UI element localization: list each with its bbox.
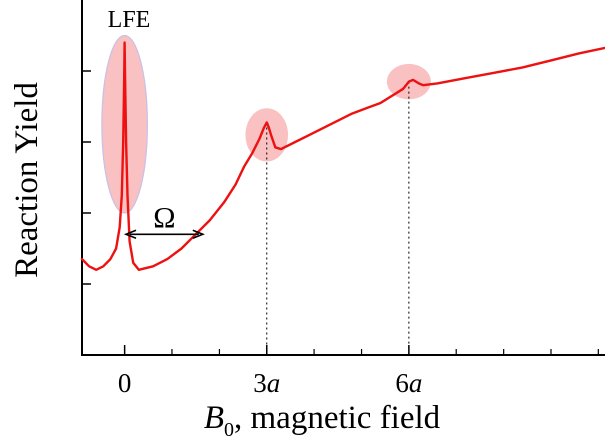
guide-layer [266,81,410,355]
axis-layer [81,0,605,356]
x-tick-label-1: 3a [253,368,280,398]
y-axis-label: Reaction Yield [9,82,45,278]
omega-arrow-head-left [123,229,137,240]
tick-layer: 0 3a 6a [82,70,599,398]
omega-label: Ω [153,201,175,234]
x-axis-label-symbol: B [204,400,224,436]
annotation-layer: Ω [123,201,205,240]
yield-curve [80,41,605,271]
lfe-label: LFE [108,7,151,33]
x-axis-label-rest: , magnetic field [234,400,441,436]
x-axis-label: B0, magnetic field [204,400,441,441]
x-axis-label-subscript: 0 [224,419,234,441]
label-layer: LFE Reaction Yield B0, magnetic field [9,7,441,441]
x-tick-label-0: 0 [118,368,132,398]
x-tick-label-2: 6a [395,368,422,398]
omega-arrow-head-right [192,229,205,240]
curve-layer [80,41,605,271]
